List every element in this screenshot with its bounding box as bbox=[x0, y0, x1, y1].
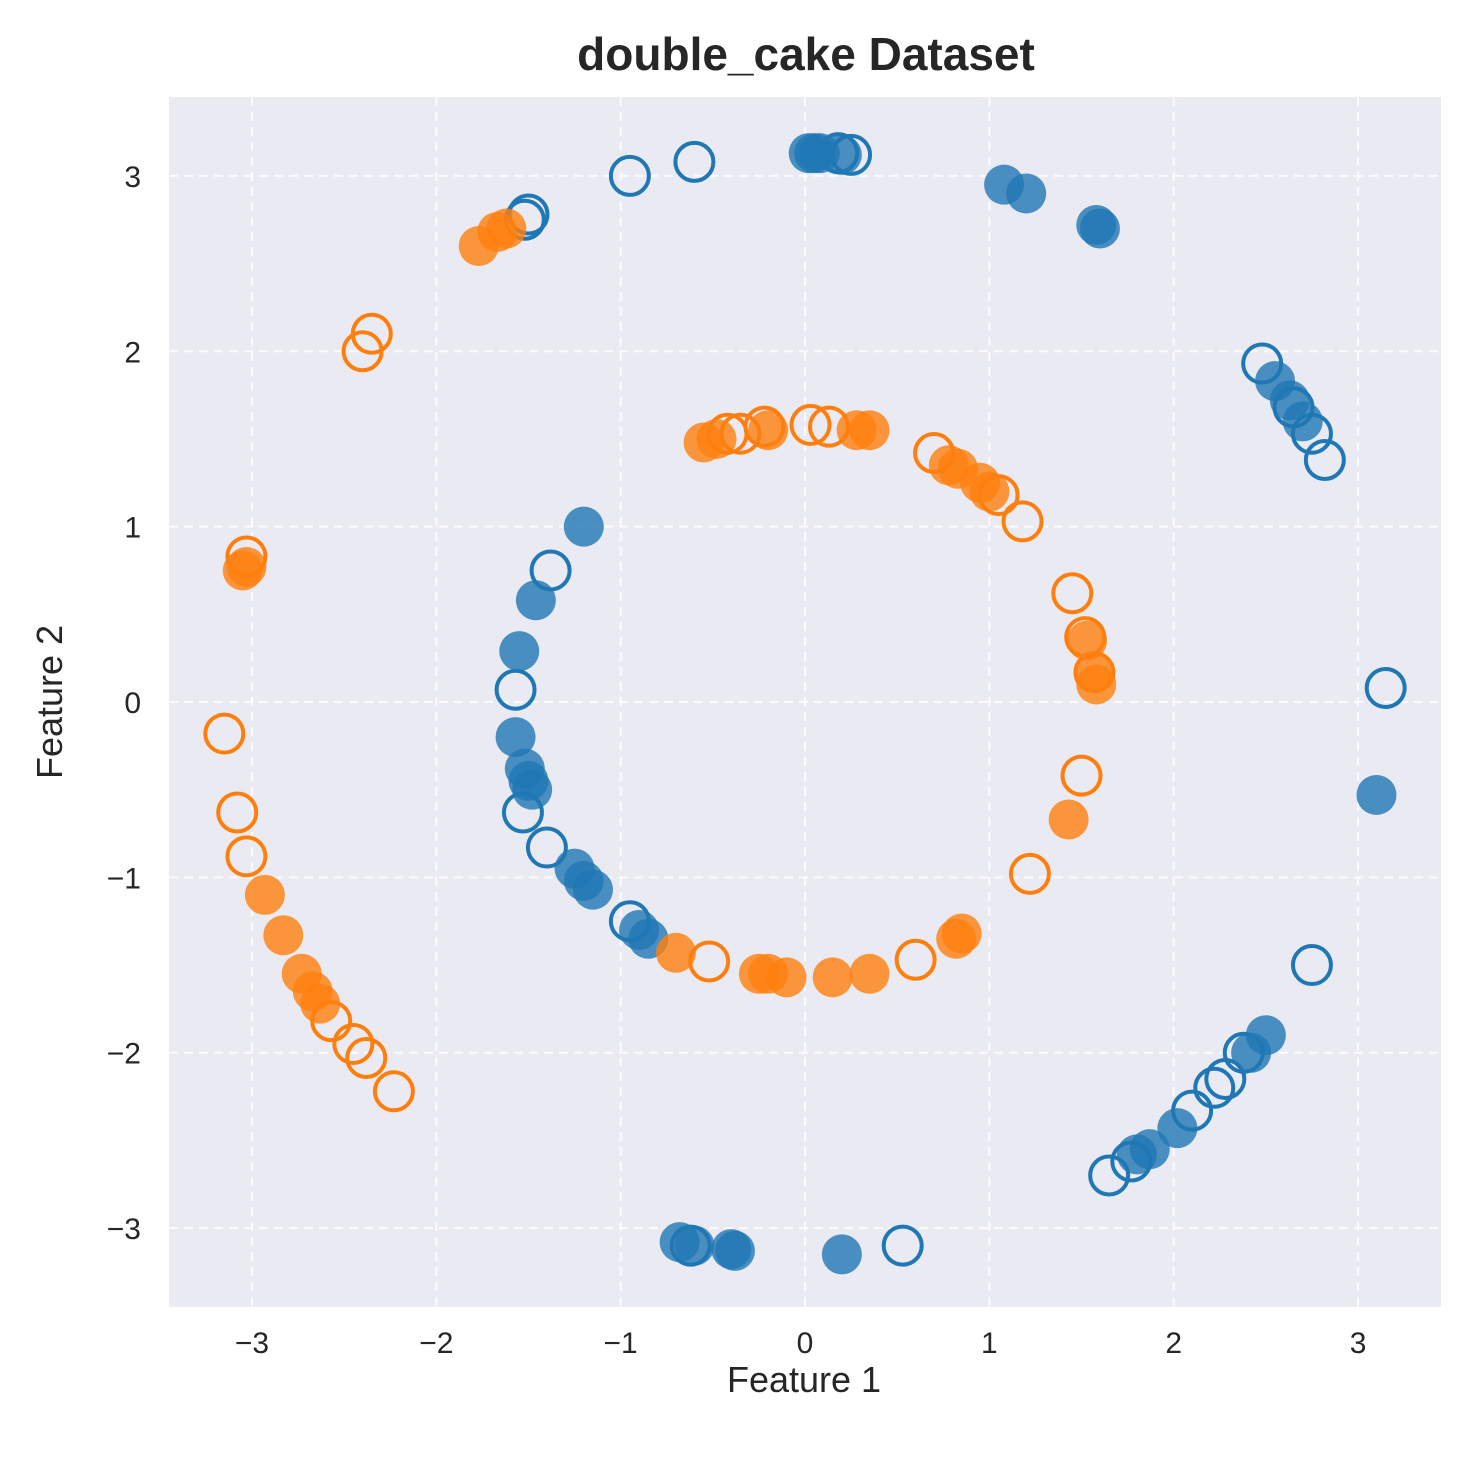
data-point bbox=[688, 940, 731, 983]
data-point bbox=[1290, 412, 1333, 455]
x-axis-label: Feature 1 bbox=[727, 1359, 881, 1400]
data-point bbox=[766, 957, 807, 998]
data-point bbox=[486, 208, 527, 249]
data-point bbox=[812, 957, 853, 998]
data-point bbox=[1076, 664, 1117, 705]
y-tick-label: −3 bbox=[107, 1213, 141, 1246]
y-axis-label: Feature 2 bbox=[29, 625, 70, 779]
data-point bbox=[372, 1070, 415, 1113]
data-point bbox=[789, 403, 832, 446]
data-point bbox=[1073, 651, 1116, 694]
data-point bbox=[673, 140, 716, 183]
data-point bbox=[743, 405, 786, 448]
data-point bbox=[719, 412, 762, 455]
data-point bbox=[1193, 1066, 1236, 1109]
data-point bbox=[341, 330, 384, 373]
data-point bbox=[817, 132, 860, 175]
data-point bbox=[529, 549, 572, 592]
data-point bbox=[807, 405, 850, 448]
data-point bbox=[226, 546, 267, 587]
data-point bbox=[345, 1036, 388, 1079]
y-tick-label: −1 bbox=[107, 862, 141, 895]
data-point bbox=[1241, 342, 1284, 385]
data-point bbox=[655, 932, 696, 973]
data-point bbox=[1157, 1108, 1198, 1149]
data-point bbox=[216, 791, 259, 834]
data-point bbox=[512, 769, 553, 810]
x-tick-label: 0 bbox=[797, 1327, 814, 1360]
data-point bbox=[1006, 173, 1047, 214]
data-point bbox=[1171, 1089, 1214, 1132]
data-point bbox=[977, 474, 1020, 517]
data-point bbox=[669, 1224, 712, 1267]
data-point bbox=[244, 874, 285, 915]
y-tick-label: −2 bbox=[107, 1038, 141, 1071]
data-point bbox=[849, 410, 890, 451]
data-point bbox=[225, 535, 268, 578]
x-tick-label: 1 bbox=[981, 1327, 998, 1360]
data-point bbox=[515, 580, 556, 621]
y-axis-ticks: −3 −2 −1 0 1 2 3 bbox=[107, 161, 141, 1246]
chart-title: double_cake Dataset bbox=[577, 28, 1035, 80]
data-point bbox=[563, 506, 604, 547]
data-point bbox=[830, 133, 873, 176]
data-point bbox=[1051, 572, 1094, 615]
y-tick-label: 0 bbox=[124, 687, 141, 720]
data-point bbox=[608, 154, 651, 197]
data-point bbox=[608, 900, 651, 943]
data-point bbox=[849, 953, 890, 994]
data-point bbox=[203, 712, 246, 755]
data-point bbox=[1001, 500, 1044, 543]
series-hollow bbox=[203, 312, 1116, 1113]
x-tick-label: −3 bbox=[235, 1327, 269, 1360]
data-point bbox=[1204, 1058, 1247, 1101]
data-point bbox=[1048, 799, 1089, 840]
data-point bbox=[936, 918, 977, 959]
data-point bbox=[714, 1230, 755, 1271]
data-point bbox=[501, 791, 544, 834]
series-hollow bbox=[494, 132, 1407, 1267]
data-point bbox=[1282, 401, 1323, 442]
y-tick-label: 1 bbox=[124, 512, 141, 545]
data-point bbox=[1079, 208, 1120, 249]
data-point bbox=[821, 1234, 862, 1275]
data-point bbox=[1110, 1140, 1153, 1183]
data-point bbox=[1364, 666, 1407, 709]
x-axis-ticks: −3 −2 −1 0 1 2 3 bbox=[235, 1327, 1367, 1360]
data-point bbox=[263, 915, 304, 956]
data-point bbox=[1060, 754, 1103, 797]
data-point bbox=[881, 1224, 924, 1267]
y-tick-label: 3 bbox=[124, 161, 141, 194]
data-point bbox=[1356, 774, 1397, 815]
data-point bbox=[894, 938, 937, 981]
data-point bbox=[1290, 944, 1333, 987]
data-point bbox=[573, 869, 613, 910]
data-point bbox=[1303, 439, 1346, 481]
x-tick-label: −1 bbox=[604, 1327, 638, 1360]
data-point bbox=[495, 717, 536, 758]
data-point bbox=[913, 431, 956, 474]
data-point bbox=[525, 826, 568, 869]
x-tick-label: −2 bbox=[419, 1327, 453, 1360]
y-tick-label: 2 bbox=[124, 336, 141, 369]
data-point bbox=[1008, 852, 1051, 895]
x-tick-label: 2 bbox=[1165, 1327, 1182, 1360]
data-point bbox=[659, 1222, 700, 1263]
data-point bbox=[494, 668, 537, 711]
data-point bbox=[332, 1022, 375, 1065]
x-tick-label: 3 bbox=[1350, 1327, 1367, 1360]
data-points bbox=[203, 132, 1407, 1275]
data-point bbox=[310, 1000, 353, 1043]
data-point bbox=[499, 631, 540, 672]
data-point bbox=[225, 835, 268, 878]
data-point bbox=[1088, 1154, 1131, 1197]
